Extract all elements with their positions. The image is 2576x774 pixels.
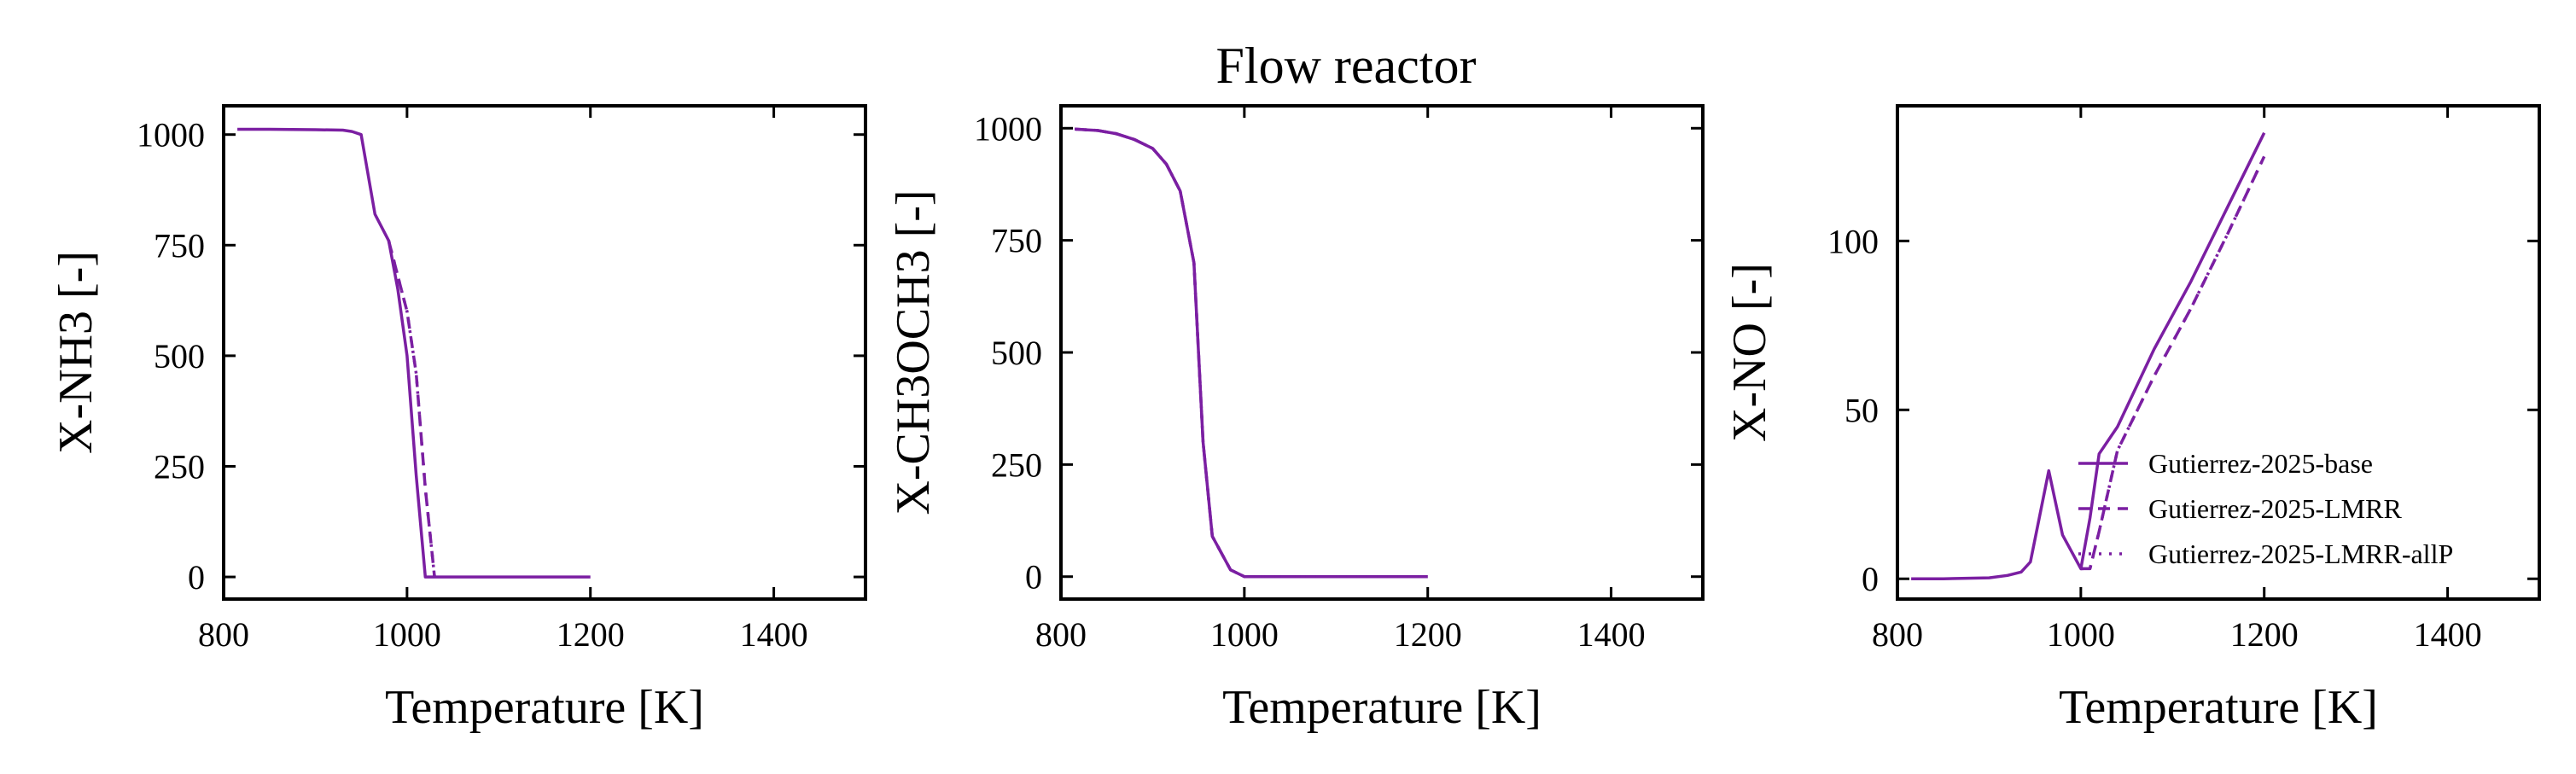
x-tick-label: 1400 <box>740 615 808 654</box>
chart-panels: 800 1000 1200 140002505007501000Temperature… <box>50 104 2541 734</box>
y-axis-label: X-CH3OCH3 [-] <box>887 189 940 515</box>
legend: Gutierrez-2025-base Gutierrez-2025-LMRR Gu… <box>2078 448 2453 569</box>
series-line-dotted <box>2080 155 2266 571</box>
series-line-solid <box>237 127 591 579</box>
x-tick-label: 1000 <box>1210 615 1279 654</box>
y-tick-label: 250 <box>991 445 1042 484</box>
axes-frame <box>222 104 867 601</box>
x-tick-label: 1000 <box>373 615 441 654</box>
x-tick-label: 800 <box>1872 615 1923 654</box>
y-tick-label: 500 <box>991 334 1042 372</box>
x-tick-label: 1200 <box>557 615 625 654</box>
legend-label: Gutierrez-2025-base <box>2148 448 2373 479</box>
series-line-dotted <box>1074 127 1428 579</box>
y-tick-label: 500 <box>154 337 205 375</box>
y-tick-label: 250 <box>154 447 205 486</box>
series-line-dotted <box>387 240 436 578</box>
x-tick-label: 1200 <box>2230 615 2299 654</box>
chart-panel-3: 800 1000 1200 1400 0 50 100 Temperature [K] X-NO… <box>1723 104 2541 734</box>
x-tick-label: 800 <box>1035 615 1087 654</box>
y-tick-label: 0 <box>188 558 205 597</box>
y-axis-label: X-NO [-] <box>1723 263 1776 442</box>
y-tick-label: 1000 <box>974 109 1042 148</box>
axes-frame <box>1059 104 1705 601</box>
x-axis-label: Temperature [K] <box>2059 681 2378 734</box>
chart-panel-2: 800 1000 1200 1400 0 250 500 750 1000 Temperature… <box>887 104 1705 734</box>
x-tick-label: 800 <box>198 615 249 654</box>
y-tick-label: 750 <box>154 226 205 265</box>
chart-panel-1: 800 1000 1200 1400 0 250 500 750 1000 Temperature… <box>50 104 867 734</box>
legend-label: Gutierrez-2025-LMRR <box>2148 493 2402 524</box>
x-tick-label: 1000 <box>2047 615 2115 654</box>
x-tick-label: 1400 <box>1577 615 1646 654</box>
x-tick-label: 1400 <box>2414 615 2482 654</box>
y-tick-label: 750 <box>991 222 1042 260</box>
axes-frame <box>1896 104 2541 601</box>
y-tick-label: 1000 <box>137 116 205 154</box>
y-tick-label: 0 <box>1862 560 1879 598</box>
series-line-solid <box>1074 127 1428 579</box>
series-line-solid <box>1911 131 2266 580</box>
y-tick-label: 100 <box>1827 222 1879 260</box>
y-tick-label: 50 <box>1845 391 1879 429</box>
y-axis-label: X-NH3 [-] <box>50 251 102 454</box>
x-axis-label: Temperature [K] <box>1222 681 1542 734</box>
series-line-dashed <box>1074 127 1428 579</box>
x-tick-label: 1200 <box>1394 615 1462 654</box>
figure-title: Flow reactor <box>1216 38 1477 94</box>
x-axis-label: Temperature [K] <box>385 681 704 734</box>
legend-label: Gutierrez-2025-LMRR-allP <box>2148 538 2453 569</box>
y-tick-label: 0 <box>1025 558 1042 597</box>
